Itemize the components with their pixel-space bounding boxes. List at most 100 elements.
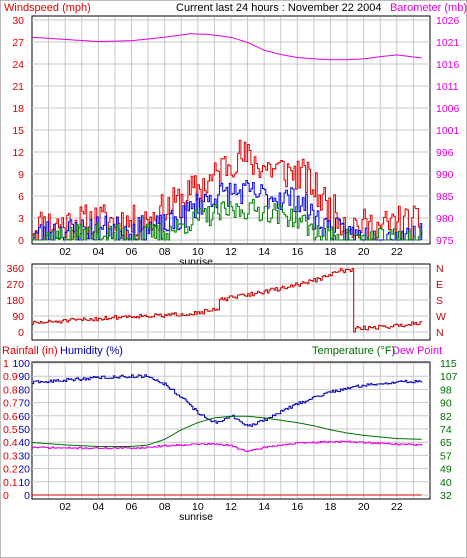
temperature-tick-label: 57 bbox=[440, 450, 452, 462]
x-tick-label: 18 bbox=[325, 501, 337, 513]
rainfall-tick-label: 0.1 bbox=[3, 477, 18, 489]
x-tick-label: 10 bbox=[192, 246, 204, 258]
temperature-axis-label: Temperature (°F) bbox=[312, 345, 395, 357]
x-tick-label: 02 bbox=[59, 246, 71, 258]
x-tick-label: 14 bbox=[258, 246, 270, 258]
left-tick-label: 15 bbox=[12, 125, 24, 137]
temperature-tick-label: 65 bbox=[440, 437, 452, 449]
left-tick-label: 6 bbox=[18, 191, 24, 203]
series-line bbox=[32, 374, 423, 427]
temperature-tick-label: 40 bbox=[440, 477, 452, 489]
temperature-humidity-panel: 00.10.20.30.40.50.60.70.80.91 0102030405… bbox=[2, 345, 458, 523]
rainfall-tick-label: 0.4 bbox=[3, 437, 18, 449]
x-tick-label: 02 bbox=[59, 501, 71, 513]
temperature-tick-label: 115 bbox=[440, 358, 457, 370]
rainfall-tick-label: 1 bbox=[3, 358, 9, 370]
rainfall-tick-label: 0.6 bbox=[3, 411, 18, 423]
left-tick-label: 180 bbox=[6, 295, 24, 307]
humidity-tick-label: 70 bbox=[18, 398, 30, 410]
barometer-axis-label: Barometer (mb) bbox=[390, 2, 467, 14]
right-tick-label: N bbox=[436, 263, 444, 275]
right-tick-label: E bbox=[436, 279, 443, 291]
right-tick-label: 1026 bbox=[436, 15, 460, 27]
x-tick-label: 04 bbox=[92, 246, 104, 258]
x-tick-label: 08 bbox=[159, 246, 171, 258]
humidity-tick-label: 80 bbox=[18, 384, 30, 396]
x-tick-label: 16 bbox=[291, 246, 303, 258]
x-axis-ticks: 02 04 06 08 10 12 14 16 18 20 22 bbox=[59, 246, 403, 258]
x-tick-label: 06 bbox=[126, 501, 138, 513]
x-tick-label: 22 bbox=[391, 501, 403, 513]
grid bbox=[32, 265, 430, 339]
humidity-tick-label: 20 bbox=[18, 464, 30, 476]
temperature-tick-label: 90 bbox=[440, 398, 452, 410]
series-line bbox=[31, 415, 422, 447]
right-tick-label: 1011 bbox=[436, 81, 459, 93]
left-tick-label: 24 bbox=[12, 59, 24, 71]
humidity-axis-label: Humidity (%) bbox=[60, 345, 123, 357]
x-tick-label: 18 bbox=[325, 246, 337, 258]
right-tick-label: 975 bbox=[436, 235, 454, 247]
right-tick-label: N bbox=[436, 327, 444, 339]
series-line bbox=[32, 198, 423, 241]
right-tick-label: 996 bbox=[436, 147, 454, 159]
rainfall-tick-label: 0.3 bbox=[3, 450, 18, 462]
rainfall-tick-label: 0.9 bbox=[3, 371, 18, 383]
left-tick-label: 21 bbox=[12, 81, 24, 93]
series-group bbox=[31, 374, 423, 496]
series-line bbox=[32, 180, 423, 241]
rainfall-tick-label: 0.5 bbox=[3, 424, 18, 436]
left-axis-ticks: 0 90 180 270 360 bbox=[6, 263, 24, 339]
temperature-tick-label: 82 bbox=[440, 411, 452, 423]
series-line bbox=[32, 440, 423, 452]
rainfall-tick-label: 0.8 bbox=[3, 384, 18, 396]
humidity-tick-label: 90 bbox=[18, 371, 30, 383]
left-tick-label: 0 bbox=[18, 235, 24, 247]
x-tick-label: 06 bbox=[126, 246, 138, 258]
right-tick-label: 1021 bbox=[436, 37, 460, 49]
temperature-tick-label: 107 bbox=[440, 371, 458, 383]
series-group bbox=[31, 33, 423, 241]
windspeed-axis-label: Windspeed (mph) bbox=[4, 2, 91, 14]
x-tick-label: 10 bbox=[192, 501, 204, 513]
temperature-tick-label: 74 bbox=[440, 424, 452, 436]
x-tick-label: 12 bbox=[225, 246, 237, 258]
right-tick-label: 1016 bbox=[436, 59, 460, 71]
chart-title: Current last 24 hours : November 22 2004 bbox=[176, 2, 381, 14]
x-axis-ticks: 02 04 06 08 10 12 14 16 18 20 22 bbox=[59, 501, 403, 513]
rainfall-tick-label: 0 bbox=[3, 490, 9, 502]
humidity-tick-label: 60 bbox=[18, 411, 30, 423]
rainfall-tick-label: 0.2 bbox=[3, 464, 18, 476]
temperature-tick-label: 98 bbox=[440, 384, 452, 396]
series-line bbox=[31, 33, 422, 61]
rainfall-tick-label: 0.7 bbox=[3, 398, 18, 410]
right-tick-label: 1006 bbox=[436, 103, 460, 115]
temperature-tick-label: 49 bbox=[440, 464, 452, 476]
right-tick-label: S bbox=[436, 295, 443, 307]
left-tick-label: 3 bbox=[18, 213, 24, 225]
right-tick-label: 985 bbox=[436, 191, 454, 203]
x-tick-label: 22 bbox=[391, 246, 403, 258]
rainfall-axis-label: Rainfall (in) bbox=[2, 345, 58, 357]
x-tick-label: 12 bbox=[225, 501, 237, 513]
x-tick-label: 14 bbox=[258, 501, 270, 513]
x-tick-label: 20 bbox=[358, 501, 370, 513]
left-tick-label: 270 bbox=[6, 279, 24, 291]
humidity-tick-label: 30 bbox=[18, 450, 30, 462]
humidity-tick-label: 0 bbox=[24, 490, 30, 502]
x-tick-label: 08 bbox=[159, 501, 171, 513]
humidity-tick-label: 40 bbox=[18, 437, 30, 449]
humidity-tick-label: 100 bbox=[12, 358, 30, 370]
x-tick-label: 04 bbox=[92, 501, 104, 513]
left-tick-label: 9 bbox=[18, 169, 24, 181]
right-tick-label: W bbox=[436, 311, 446, 323]
series-group bbox=[32, 268, 423, 333]
dewpoint-axis-label: Dew Point bbox=[392, 345, 442, 357]
humidity-tick-label: 50 bbox=[18, 424, 30, 436]
right-axis-ticks: 975 980 985 990 996 1001 1006 1011 1016 1021 1026 bbox=[436, 15, 460, 247]
